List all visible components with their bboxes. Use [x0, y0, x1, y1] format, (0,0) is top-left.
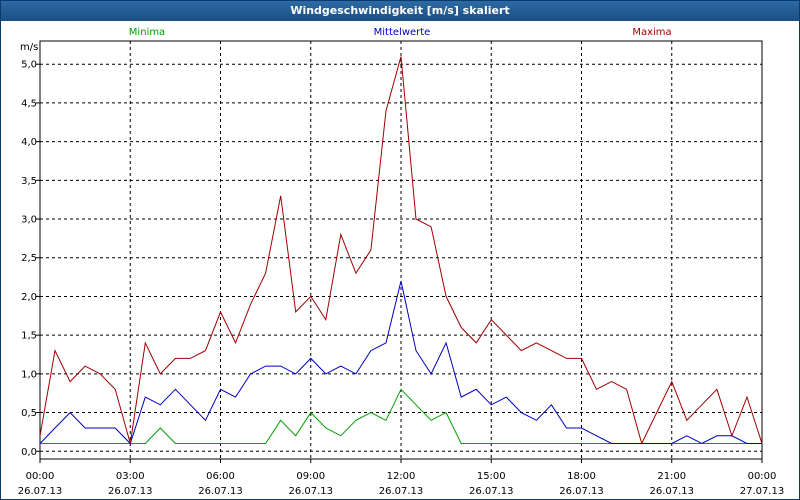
- y-tick-label: 1,5: [21, 331, 37, 342]
- x-tick-time: 09:00: [296, 471, 325, 482]
- legend-entry-maxima: Maxima: [632, 27, 671, 38]
- y-tick-label: 4,5: [21, 98, 37, 109]
- y-tick-label: 3,5: [21, 176, 37, 187]
- y-tick-label: 4,0: [21, 137, 37, 148]
- x-tick-date: 26.07.13: [559, 486, 604, 497]
- y-axis-label: m/s: [20, 42, 38, 53]
- x-tick-time: 18:00: [567, 471, 596, 482]
- axes: 0,0 0,5 1,0 1,5 2,0 2,5 3,0 3,5 4,0 4,5 5,0 m/s 00:0…: [18, 42, 785, 497]
- y-tick-label: 3,0: [21, 215, 37, 226]
- x-tick-date: 27.07.13: [740, 486, 785, 497]
- y-tick-label: 0,5: [21, 408, 37, 419]
- x-tick-date: 26.07.13: [288, 486, 333, 497]
- x-tick-date: 26.07.13: [649, 486, 694, 497]
- x-tick-time: 21:00: [657, 471, 686, 482]
- x-tick-date: 26.07.13: [198, 486, 243, 497]
- legend: Minima Mittelwerte Maxima: [129, 27, 672, 38]
- x-tick-time: 06:00: [206, 471, 235, 482]
- grid: [40, 41, 762, 459]
- y-tick-label: 0,0: [21, 447, 37, 458]
- window-title: Windgeschwindigkeit [m/s] skaliert: [1, 1, 799, 21]
- x-tick-time: 15:00: [477, 471, 506, 482]
- y-tick-label: 2,0: [21, 292, 37, 303]
- y-tick-label: 2,5: [21, 253, 37, 264]
- x-tick-time: 00:00: [748, 471, 777, 482]
- x-tick-time: 00:00: [26, 471, 55, 482]
- x-tick-time: 12:00: [387, 471, 416, 482]
- series-line-maxima: [39, 56, 763, 445]
- y-tick-label: 1,0: [21, 369, 37, 380]
- legend-entry-mittelwerte: Mittelwerte: [374, 27, 431, 38]
- series-layer: [39, 56, 763, 445]
- x-tick-time: 03:00: [116, 471, 145, 482]
- legend-entry-minima: Minima: [129, 27, 165, 38]
- x-tick-date: 26.07.13: [469, 486, 514, 497]
- x-tick-date: 26.07.13: [18, 486, 63, 497]
- y-tick-label: 5,0: [21, 60, 37, 71]
- x-tick-date: 26.07.13: [108, 486, 153, 497]
- x-tick-date: 26.07.13: [379, 486, 424, 497]
